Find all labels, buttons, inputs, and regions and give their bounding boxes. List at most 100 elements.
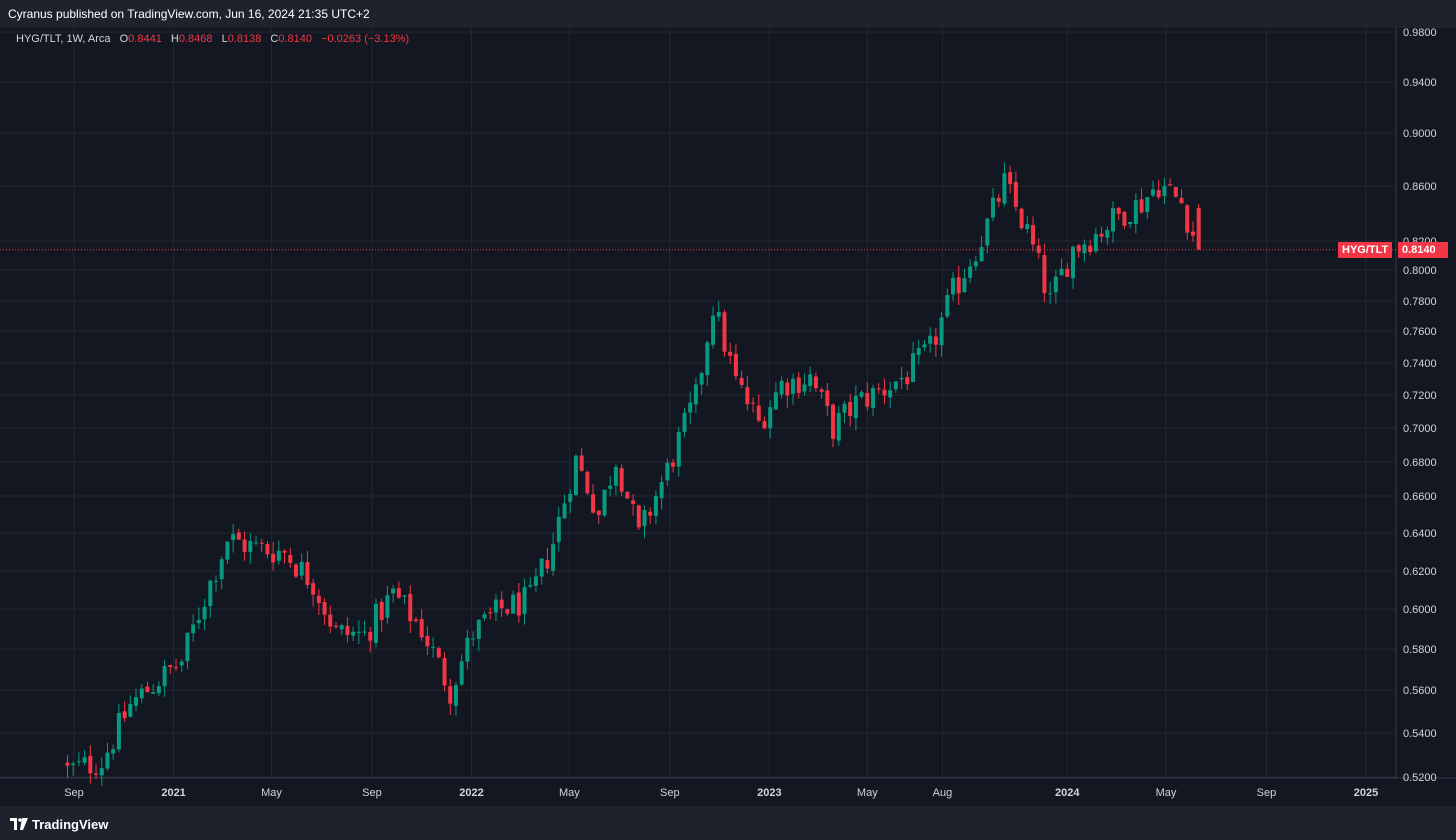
- symbol-label: HYG/TLT, 1W, Arca: [16, 33, 111, 45]
- candle-body: [671, 462, 676, 467]
- candle-body: [945, 295, 950, 317]
- candle-body: [105, 752, 110, 769]
- candle-body: [562, 503, 567, 519]
- candle-body: [271, 554, 276, 563]
- candle-body: [134, 697, 139, 706]
- candle-body: [962, 278, 967, 293]
- candle-body: [996, 198, 1001, 202]
- candle-body: [1093, 234, 1098, 252]
- candle-body: [1070, 246, 1075, 279]
- x-tick-label: 2022: [459, 787, 483, 799]
- candle-body: [214, 580, 219, 582]
- x-tick-label: 2023: [757, 787, 781, 799]
- candle-body: [488, 612, 493, 614]
- candle-body: [1185, 205, 1190, 233]
- candle-body: [848, 401, 853, 417]
- candle-body: [293, 564, 298, 577]
- candle-body: [88, 755, 93, 774]
- candle-body: [185, 632, 190, 662]
- high-label: H: [170, 33, 179, 45]
- candle-body: [665, 462, 670, 481]
- candle-body: [1019, 208, 1024, 229]
- candle-body: [1042, 255, 1047, 294]
- x-tick-label: Sep: [660, 787, 680, 799]
- candle-body: [831, 404, 836, 439]
- symbol-legend[interactable]: HYG/TLT, 1W, Arca O0.8441 H0.8468 L0.813…: [16, 33, 409, 45]
- candle-body: [219, 559, 224, 580]
- candle-body: [1031, 225, 1036, 245]
- candle-body: [551, 544, 556, 571]
- candle-body: [179, 661, 184, 666]
- candle-body: [1162, 185, 1167, 197]
- candle-body: [728, 351, 733, 356]
- candle-body: [1122, 211, 1127, 226]
- candle-body: [254, 542, 259, 544]
- published-text: Cyranus published on TradingView.com, Ju…: [8, 7, 370, 21]
- change-value: −0.0263 (−3.13%): [321, 33, 410, 45]
- candle-body: [556, 516, 561, 542]
- y-tick-label: 0.6600: [1403, 491, 1437, 503]
- candle-body: [459, 661, 464, 685]
- tradingview-brand: TradingView: [32, 816, 109, 832]
- candle-body: [156, 686, 161, 694]
- candle-body: [853, 395, 858, 419]
- tradingview-logo[interactable]: TradingView: [10, 816, 108, 832]
- candle-body: [431, 646, 436, 648]
- candle-body: [396, 588, 401, 598]
- y-tick-label: 0.5800: [1403, 644, 1437, 656]
- candle-body: [916, 348, 921, 355]
- symbol-price-tag: HYG/TLT: [1338, 241, 1393, 258]
- candle-body: [1048, 293, 1053, 295]
- high-value: 0.8468: [178, 33, 213, 45]
- candle-body: [968, 266, 973, 278]
- candle-body: [265, 544, 270, 555]
- candle-body: [865, 392, 870, 407]
- candle-body: [819, 389, 824, 392]
- candle-body: [379, 601, 384, 621]
- candle-body: [328, 614, 333, 627]
- candle-body: [522, 587, 527, 615]
- y-tick-label: 0.5200: [1403, 772, 1437, 784]
- low-value: 0.8138: [227, 33, 262, 45]
- chart-area[interactable]: 0.98000.94000.90000.86000.82000.80000.78…: [0, 28, 1456, 806]
- candle-body: [174, 667, 179, 669]
- candle-body: [1105, 229, 1110, 238]
- candle-body: [791, 378, 796, 394]
- candle-body: [356, 631, 361, 633]
- candle-body: [568, 493, 573, 502]
- y-tick-label: 0.7200: [1403, 390, 1437, 402]
- candle-body: [991, 197, 996, 218]
- candle-body: [1173, 187, 1178, 197]
- candle-body: [65, 762, 70, 766]
- candle-body: [191, 624, 196, 634]
- candle-body: [893, 381, 898, 390]
- candle-body: [545, 560, 550, 569]
- candle-body: [882, 389, 887, 396]
- candle-body: [693, 384, 698, 405]
- y-tick-label: 0.7000: [1403, 423, 1437, 435]
- candle-body: [716, 312, 721, 317]
- candle-body: [162, 665, 167, 687]
- x-tick-label: Aug: [933, 787, 953, 799]
- candle-body: [168, 665, 173, 668]
- candle-body: [362, 631, 367, 633]
- candle-body: [648, 511, 653, 516]
- candle-body: [299, 561, 304, 576]
- candlestick-chart[interactable]: 0.98000.94000.90000.86000.82000.80000.78…: [0, 28, 1456, 806]
- candle-body: [448, 686, 453, 704]
- candle-body: [111, 749, 116, 754]
- candle-body: [499, 599, 504, 609]
- candle-body: [242, 539, 247, 553]
- candle-body: [528, 585, 533, 587]
- y-tick-label: 0.7400: [1403, 358, 1437, 370]
- candle-body: [505, 609, 510, 614]
- candle-body: [1088, 245, 1093, 253]
- candle-body: [413, 619, 418, 622]
- y-tick-label: 0.6000: [1403, 604, 1437, 616]
- candle-body: [825, 390, 830, 407]
- candle-body: [1139, 199, 1144, 213]
- candle-body: [202, 606, 207, 620]
- candle-body: [316, 595, 321, 604]
- x-tick-label: Sep: [1257, 787, 1277, 799]
- candle-body: [1145, 197, 1150, 213]
